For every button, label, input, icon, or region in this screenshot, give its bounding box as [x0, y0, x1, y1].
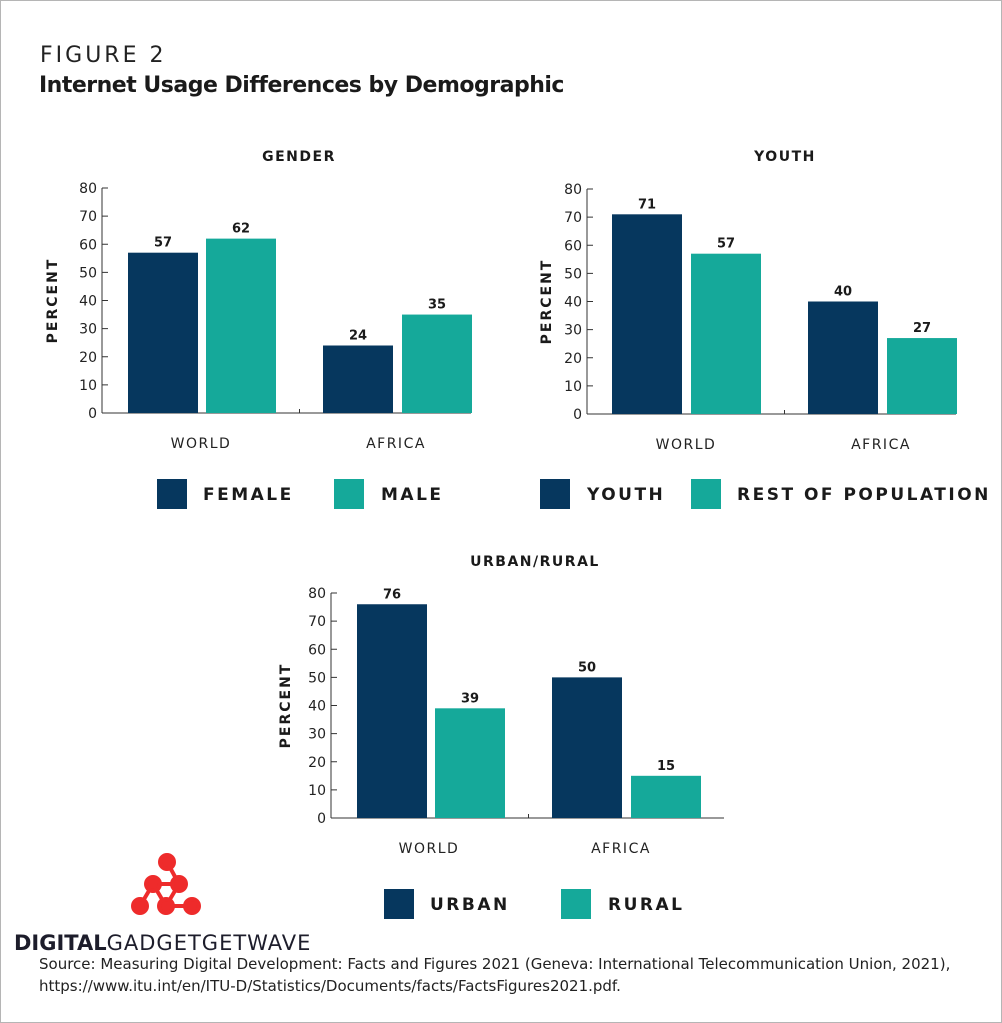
logo-molecule-icon	[131, 853, 201, 915]
x-tick-label: AFRICA	[366, 436, 426, 452]
bar	[323, 345, 393, 413]
legend-swatch	[157, 479, 187, 509]
bar	[128, 252, 198, 413]
data-label: 39	[461, 691, 479, 706]
x-tick-label: WORLD	[399, 841, 460, 857]
bar	[402, 314, 472, 413]
chart-urban-rural: URBAN/RURAL PERCENT 0 10 20 30 40 50 60 70 80 WORLD…	[278, 554, 724, 919]
data-label: 57	[154, 236, 172, 251]
y-tick-label: 20	[79, 350, 97, 366]
data-label: 15	[657, 759, 675, 774]
x-tick-label: WORLD	[171, 436, 232, 452]
legend-label: REST OF POPULATION	[737, 485, 991, 505]
y-tick-label: 20	[308, 755, 326, 771]
y-tick-label: 50	[308, 670, 326, 686]
bar	[552, 677, 622, 818]
y-tick-label: 40	[308, 699, 326, 715]
data-label: 57	[717, 237, 735, 252]
chart-title: GENDER	[262, 149, 336, 165]
logo: DIGITALGADGETGETWAVE	[14, 853, 311, 955]
y-axis-label: PERCENT	[539, 259, 555, 345]
x-tick-label: AFRICA	[851, 437, 911, 453]
chart-title: URBAN/RURAL	[470, 554, 600, 570]
y-tick-label: 30	[308, 727, 326, 743]
y-axis-label: PERCENT	[278, 663, 294, 749]
bar	[206, 238, 276, 413]
y-tick-label: 70	[564, 210, 582, 226]
legend-swatch	[334, 479, 364, 509]
y-axis-label: PERCENT	[45, 258, 61, 344]
bar	[887, 338, 957, 414]
chart-title: YOUTH	[753, 149, 816, 165]
data-label: 35	[428, 298, 446, 313]
figure-title: Internet Usage Differences by Demographi…	[39, 73, 564, 98]
y-tick-label: 80	[79, 181, 97, 197]
y-tick-label: 70	[308, 614, 326, 630]
bar	[435, 708, 505, 818]
svg-text:DIGITALGADGETGETWAVE: DIGITALGADGETGETWAVE	[14, 931, 311, 955]
legend-swatch	[540, 479, 570, 509]
y-tick-label: 30	[79, 322, 97, 338]
y-tick-label: 50	[79, 265, 97, 281]
x-tick-label: AFRICA	[591, 841, 651, 857]
source-line-2[interactable]: https://www.itu.int/en/ITU-D/Statistics/…	[39, 977, 621, 995]
data-label: 40	[834, 285, 852, 300]
figure-label: FIGURE 2	[40, 43, 166, 68]
y-tick-label: 0	[317, 811, 326, 827]
y-tick-label: 80	[308, 586, 326, 602]
x-tick-label: WORLD	[656, 437, 717, 453]
y-tick-label: 60	[308, 642, 326, 658]
y-tick-label: 50	[564, 266, 582, 282]
legend-swatch	[561, 889, 591, 919]
data-label: 62	[232, 222, 250, 237]
data-label: 71	[638, 197, 656, 212]
bar	[612, 214, 682, 414]
y-tick-label: 70	[79, 209, 97, 225]
y-tick-label: 0	[573, 407, 582, 423]
y-tick-label: 10	[308, 783, 326, 799]
y-tick-label: 10	[79, 378, 97, 394]
y-tick-label: 20	[564, 351, 582, 367]
y-tick-label: 60	[79, 237, 97, 253]
y-tick-label: 80	[564, 182, 582, 198]
legend-label: FEMALE	[203, 485, 294, 505]
chart-youth: YOUTH PERCENT 0 10 20 30 40 50 60 70 80 WORLD 71 57 AF…	[539, 149, 991, 509]
legend-label: URBAN	[430, 895, 510, 915]
y-tick-label: 40	[564, 295, 582, 311]
data-label: 50	[578, 660, 596, 675]
data-label: 76	[383, 587, 401, 602]
y-tick-label: 60	[564, 238, 582, 254]
legend-label: MALE	[381, 485, 444, 505]
bar	[631, 775, 701, 818]
bar	[691, 253, 761, 414]
y-tick-label: 40	[79, 294, 97, 310]
y-tick-label: 0	[88, 406, 97, 422]
y-tick-label: 10	[564, 379, 582, 395]
source-line-1: Source: Measuring Digital Development: F…	[39, 955, 950, 973]
legend-swatch	[384, 889, 414, 919]
bar	[357, 604, 427, 818]
chart-gender: GENDER PERCENT 0 10 20 30 40 50 60 70 80 WORLD 57 62 A…	[45, 149, 472, 509]
data-label: 27	[913, 321, 931, 336]
y-tick-label: 30	[564, 323, 582, 339]
legend-label: RURAL	[608, 895, 684, 915]
legend-label: YOUTH	[586, 485, 665, 505]
legend-swatch	[691, 479, 721, 509]
bar	[808, 301, 878, 414]
data-label: 24	[349, 329, 367, 344]
